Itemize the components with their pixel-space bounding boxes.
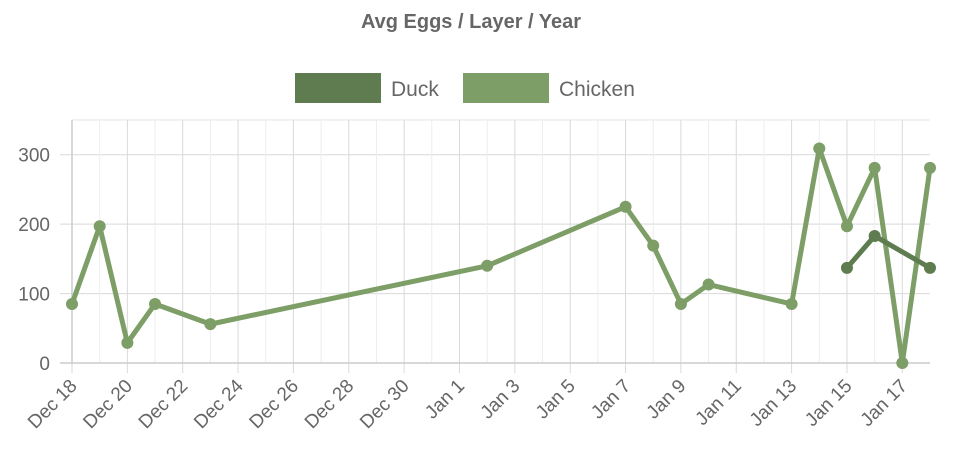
data-point[interactable] <box>204 318 217 331</box>
data-point[interactable] <box>481 259 494 272</box>
x-tick-label: Dec 28 <box>301 376 358 433</box>
x-tick-label: Jan 1 <box>421 376 469 424</box>
data-point[interactable] <box>840 261 853 274</box>
series-layer <box>66 142 936 369</box>
legend-item-chicken[interactable]: Chicken <box>463 73 635 103</box>
y-tick-label: 300 <box>18 146 50 167</box>
data-point[interactable] <box>121 336 134 349</box>
x-tick-label: Jan 5 <box>532 376 580 424</box>
data-point[interactable] <box>924 261 936 274</box>
data-point[interactable] <box>702 278 715 291</box>
chart-title: Avg Eggs / Layer / Year <box>361 11 581 33</box>
legend-swatch <box>463 73 549 103</box>
data-point[interactable] <box>924 161 936 174</box>
series-line <box>69 145 933 366</box>
legend-label: Duck <box>391 78 439 101</box>
legend-swatch <box>295 73 381 103</box>
legend-item-duck[interactable]: Duck <box>295 73 439 103</box>
data-point[interactable] <box>813 142 826 155</box>
data-point[interactable] <box>868 229 881 242</box>
data-point[interactable] <box>93 220 106 233</box>
data-point[interactable] <box>647 239 660 252</box>
x-tick-label: Jan 15 <box>801 376 856 431</box>
x-tick-label: Dec 30 <box>356 376 413 433</box>
x-tick-label: Dec 20 <box>79 376 136 433</box>
data-point[interactable] <box>619 200 632 213</box>
x-tick-label: Dec 24 <box>190 375 248 433</box>
x-tick-label: Jan 3 <box>477 376 525 424</box>
legend-label: Chicken <box>559 78 635 101</box>
x-tick-label: Jan 13 <box>746 376 801 431</box>
series-duck <box>840 229 936 274</box>
y-tick-label: 100 <box>18 285 50 306</box>
data-point[interactable] <box>785 297 798 310</box>
data-point[interactable] <box>896 357 909 369</box>
x-tick-label: Jan 11 <box>692 376 746 430</box>
x-tick-label: Dec 26 <box>246 376 303 433</box>
x-tick-label: Jan 7 <box>587 376 635 424</box>
series-chicken <box>66 142 936 369</box>
x-tick-label: Dec 18 <box>24 376 81 433</box>
x-tick-label: Jan 9 <box>643 376 691 424</box>
data-point[interactable] <box>840 220 853 233</box>
data-point[interactable] <box>66 297 78 310</box>
x-tick-label: Jan 17 <box>857 376 912 431</box>
y-tick-label: 0 <box>39 354 50 375</box>
data-point[interactable] <box>868 161 881 174</box>
y-tick-label: 200 <box>18 215 50 236</box>
legend: Duck Chicken <box>295 73 635 103</box>
data-point[interactable] <box>149 297 162 310</box>
data-point[interactable] <box>674 297 687 310</box>
x-tick-label: Dec 22 <box>135 376 192 433</box>
